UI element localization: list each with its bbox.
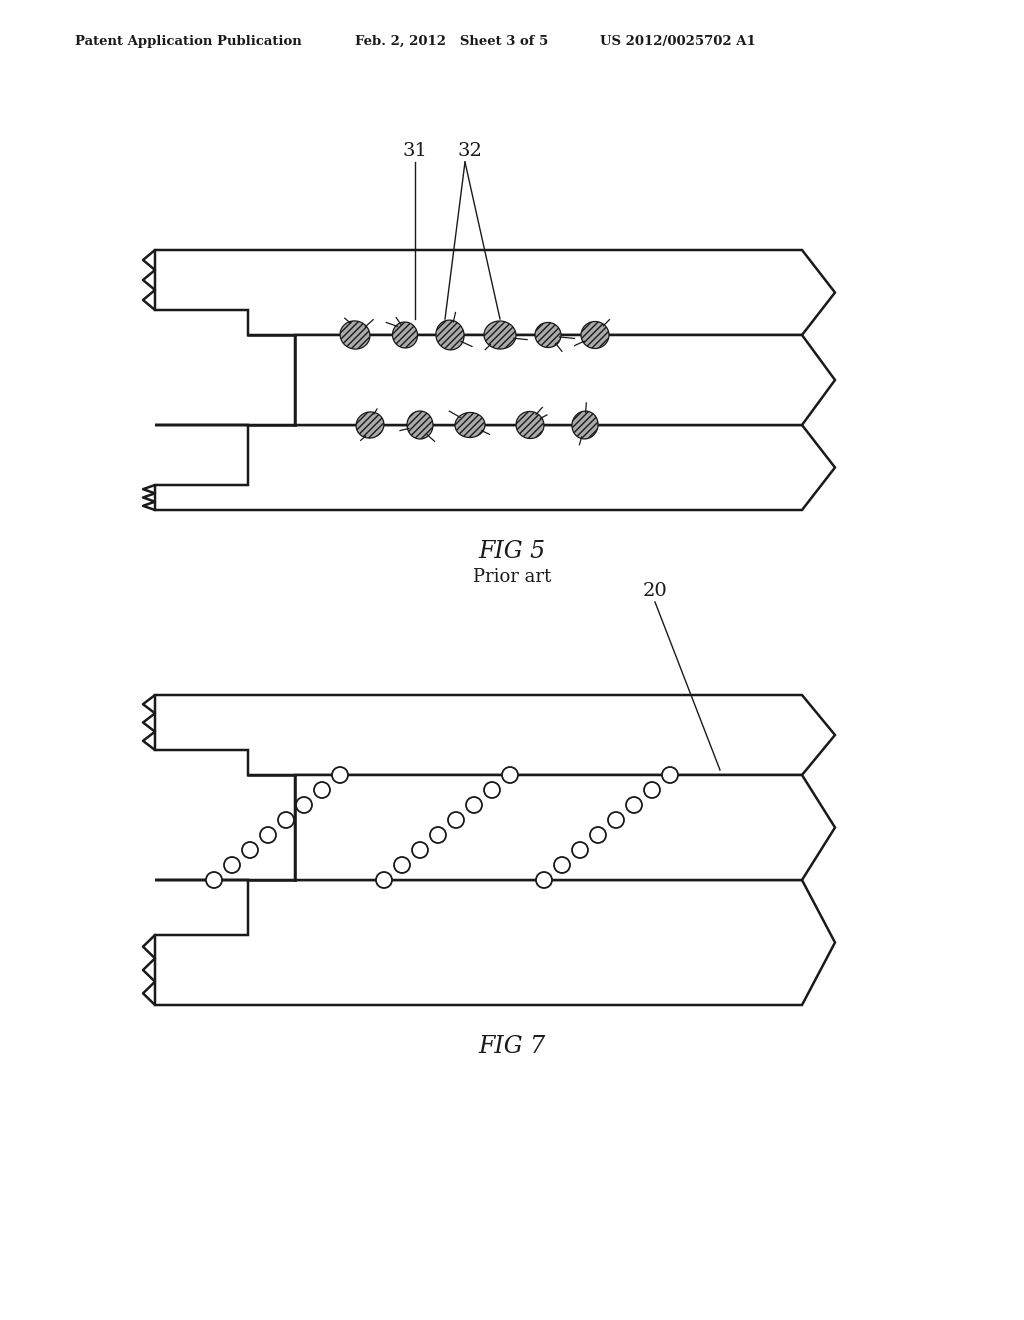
Ellipse shape: [455, 412, 485, 437]
Text: Prior art: Prior art: [473, 568, 551, 586]
Circle shape: [608, 812, 624, 828]
Ellipse shape: [436, 321, 464, 350]
Ellipse shape: [581, 322, 609, 348]
Polygon shape: [295, 335, 835, 425]
Text: Feb. 2, 2012   Sheet 3 of 5: Feb. 2, 2012 Sheet 3 of 5: [355, 36, 548, 48]
Ellipse shape: [572, 411, 598, 440]
Polygon shape: [155, 425, 835, 510]
Ellipse shape: [516, 412, 544, 438]
Circle shape: [296, 797, 312, 813]
Circle shape: [412, 842, 428, 858]
Polygon shape: [295, 775, 835, 880]
Circle shape: [224, 857, 240, 873]
Circle shape: [242, 842, 258, 858]
Text: 31: 31: [402, 143, 427, 160]
Circle shape: [449, 812, 464, 828]
Ellipse shape: [407, 411, 433, 440]
Text: 32: 32: [458, 143, 482, 160]
Polygon shape: [155, 696, 835, 775]
Circle shape: [466, 797, 482, 813]
Circle shape: [278, 812, 294, 828]
Ellipse shape: [535, 322, 561, 347]
Circle shape: [314, 781, 330, 799]
Text: US 2012/0025702 A1: US 2012/0025702 A1: [600, 36, 756, 48]
Circle shape: [376, 873, 392, 888]
Circle shape: [206, 873, 222, 888]
Circle shape: [590, 828, 606, 843]
Circle shape: [626, 797, 642, 813]
Circle shape: [260, 828, 276, 843]
Ellipse shape: [484, 321, 516, 350]
Ellipse shape: [392, 322, 418, 348]
Circle shape: [484, 781, 500, 799]
Polygon shape: [155, 880, 835, 1005]
Circle shape: [394, 857, 410, 873]
Circle shape: [572, 842, 588, 858]
Circle shape: [554, 857, 570, 873]
Circle shape: [430, 828, 446, 843]
Text: 20: 20: [643, 582, 668, 601]
Circle shape: [502, 767, 518, 783]
Text: FIG 7: FIG 7: [478, 1035, 546, 1059]
Text: FIG 5: FIG 5: [478, 540, 546, 564]
Circle shape: [662, 767, 678, 783]
Circle shape: [332, 767, 348, 783]
Text: Patent Application Publication: Patent Application Publication: [75, 36, 302, 48]
Circle shape: [536, 873, 552, 888]
Ellipse shape: [340, 321, 370, 348]
Circle shape: [644, 781, 660, 799]
Polygon shape: [155, 249, 835, 335]
Ellipse shape: [356, 412, 384, 438]
